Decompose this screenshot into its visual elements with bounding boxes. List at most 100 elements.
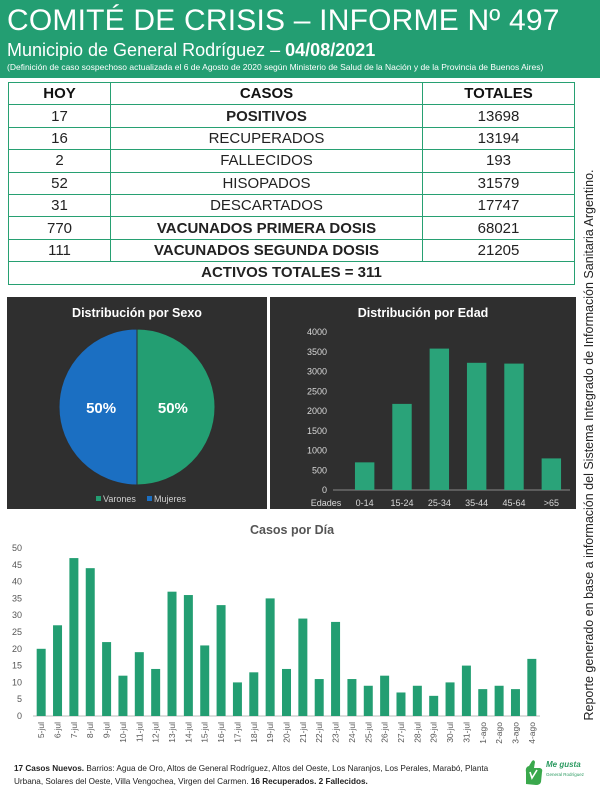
table-row: 111 VACUNADOS SEGUNDA DOSIS 21205: [8, 238, 575, 263]
day-bar-18-jul: [249, 672, 259, 716]
day-bar-9-jul: [102, 642, 112, 716]
x-tick-label: 9-jul: [102, 722, 112, 738]
x-tick-label: 2-ago: [494, 722, 504, 744]
source-note: Reporte generado en base a información d…: [582, 169, 596, 721]
day-bar-16-jul: [216, 605, 226, 716]
day-bar-28-jul: [412, 685, 422, 716]
x-tick-label: 24-jul: [347, 722, 357, 743]
activos-row: ACTIVOS TOTALES = 311: [8, 261, 575, 285]
day-bar-3-ago: [510, 689, 520, 716]
x-tick-label: 35-44: [465, 498, 488, 508]
x-tick-label: 21-jul: [298, 722, 308, 743]
hoy-cell: 111: [8, 238, 111, 263]
report-subtitle: Municipio de General Rodríguez – 04/08/2…: [7, 40, 375, 61]
pie-data-label: 50%: [86, 400, 116, 417]
y-tick-label: 4000: [307, 327, 327, 337]
casos-cell: VACUNADOS PRIMERA DOSIS: [110, 216, 423, 240]
x-tick-label: 13-jul: [167, 722, 177, 743]
x-tick-label: 15-jul: [200, 722, 210, 743]
table-row: 31 DESCARTADOS 17747: [8, 193, 575, 218]
municipio-label: Municipio de General Rodríguez –: [7, 40, 286, 60]
x-tick-label: 12-jul: [151, 722, 161, 743]
totales-cell: 13698: [422, 104, 575, 128]
day-bar-12-jul: [151, 668, 161, 716]
barrios-list: Barrios: Agua de Oro, Altos de General R…: [14, 764, 489, 786]
totales-cell: 21205: [422, 238, 575, 263]
y-tick-label: 0: [322, 485, 327, 495]
pie-slice-mujeres: [58, 328, 138, 486]
casos-cell: DESCARTADOS: [110, 193, 423, 218]
y-tick-label: 500: [312, 465, 327, 475]
y-tick-label: 1500: [307, 426, 327, 436]
x-tick-label: 31-jul: [461, 722, 471, 743]
edad-chart-title: Distribución por Edad: [357, 306, 489, 320]
hoy-cell: 16: [8, 126, 111, 151]
x-tick-label: 10-jul: [118, 722, 128, 743]
table-row: 52 HISOPADOS 31579: [8, 171, 575, 195]
col-header-totales: TOTALES: [422, 81, 575, 106]
table-row: 2 FALLECIDOS 193: [8, 149, 575, 173]
age-bar-15-24: [392, 403, 412, 490]
new-cases-label: 17 Casos Nuevos.: [14, 764, 85, 773]
totales-cell: 17747: [422, 193, 575, 218]
x-tick-label: >65: [544, 498, 559, 508]
x-axis-title: Edades: [311, 498, 342, 508]
day-bar-11-jul: [134, 652, 144, 716]
x-tick-label: 20-jul: [282, 722, 292, 743]
x-tick-label: 26-jul: [380, 722, 390, 743]
day-bar-20-jul: [282, 668, 291, 716]
y-tick-label: 35: [12, 593, 22, 603]
y-tick-label: 15: [12, 661, 22, 671]
casos-cell: POSITIVOS: [110, 104, 423, 128]
hoy-cell: 52: [8, 171, 111, 195]
totales-cell: 31579: [422, 171, 575, 195]
age-bar->65: [541, 458, 562, 490]
day-bar-25-jul: [363, 685, 373, 716]
logo-text: Me gusta: [546, 760, 581, 769]
x-tick-label: 30-jul: [445, 722, 455, 743]
day-bar-10-jul: [118, 675, 128, 716]
sexo-pie-chart: 50% 50% Varones Mujeres: [58, 328, 216, 504]
x-tick-label: 0-14: [356, 498, 374, 508]
casos-cell: HISOPADOS: [110, 171, 423, 195]
definition-note: (Definición de caso sospechoso actualiza…: [7, 62, 544, 72]
day-bar-4-ago: [527, 658, 537, 716]
age-bar-45-64: [504, 363, 524, 490]
table-header-row: HOY CASOS TOTALES: [8, 81, 575, 106]
edad-chart-panel: Distribución por Edad 0 500 1000 1500 2000 25…: [270, 297, 576, 509]
casos-por-dia-chart: Casos por Día 0 5 10 15 20 25 30 35 40 45 50 5-jul 6-…: [12, 523, 540, 744]
casos-cell: FALLECIDOS: [110, 149, 423, 173]
hoy-cell: 31: [8, 193, 111, 218]
day-bar-21-jul: [298, 618, 308, 716]
y-tick-label: 50: [12, 543, 22, 553]
pie-slice-varones: [136, 328, 216, 486]
hoy-cell: 2: [8, 149, 111, 173]
y-tick-label: 40: [12, 577, 22, 587]
x-tick-label: 5-jul: [36, 722, 46, 738]
day-bar-14-jul: [183, 595, 193, 716]
day-bar-7-jul: [69, 558, 79, 716]
x-tick-label: 15-24: [390, 498, 413, 508]
x-tick-label: 3-ago: [510, 722, 520, 744]
x-tick-label: 6-jul: [53, 722, 63, 738]
day-bar-31-jul: [461, 665, 471, 716]
hoy-cell: 770: [8, 216, 111, 240]
col-header-hoy: HOY: [8, 81, 111, 106]
day-bar-13-jul: [167, 591, 177, 716]
day-bar-24-jul: [347, 679, 357, 716]
x-tick-label: 1-ago: [478, 722, 488, 744]
day-bar-27-jul: [396, 692, 406, 716]
day-bar-29-jul: [429, 695, 439, 716]
day-bar-6-jul: [53, 625, 63, 716]
col-header-casos: CASOS: [110, 81, 423, 106]
age-bar-25-34: [429, 348, 450, 490]
day-bar-23-jul: [331, 621, 341, 716]
y-tick-label: 0: [17, 711, 22, 721]
x-tick-label: 27-jul: [396, 722, 406, 743]
totales-cell: 13194: [422, 126, 575, 151]
cases-table: HOY CASOS TOTALES 17 POSITIVOS 13698 16 …: [8, 81, 575, 285]
totales-cell: 193: [422, 149, 575, 173]
hoy-cell: 17: [8, 104, 111, 128]
day-bar-19-jul: [265, 598, 275, 716]
y-tick-label: 45: [12, 560, 22, 570]
